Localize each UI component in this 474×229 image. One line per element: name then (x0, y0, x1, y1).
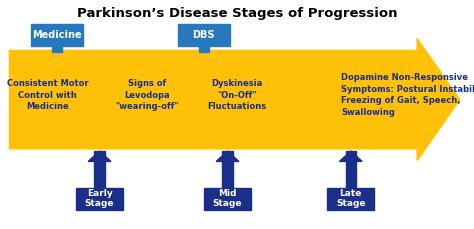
Text: Late
Stage: Late Stage (336, 189, 365, 208)
Text: Parkinson’s Disease Stages of Progression: Parkinson’s Disease Stages of Progressio… (77, 7, 397, 20)
Text: Dyskinesia
"On-Off"
Fluctuations: Dyskinesia "On-Off" Fluctuations (208, 79, 266, 111)
FancyBboxPatch shape (327, 188, 374, 210)
Text: Consistent Motor
Control with
Medicine: Consistent Motor Control with Medicine (7, 79, 88, 111)
Text: Medicine: Medicine (32, 30, 82, 40)
FancyBboxPatch shape (346, 151, 356, 188)
FancyBboxPatch shape (52, 46, 62, 52)
FancyBboxPatch shape (31, 24, 83, 46)
Polygon shape (88, 151, 111, 161)
FancyBboxPatch shape (204, 188, 251, 210)
Polygon shape (216, 151, 239, 161)
Text: Dopamine Non-Responsive
Symptoms: Postural Instability,
Freezing of Gait, Speech: Dopamine Non-Responsive Symptoms: Postur… (341, 73, 474, 117)
Polygon shape (9, 38, 460, 161)
FancyBboxPatch shape (178, 24, 230, 46)
FancyBboxPatch shape (76, 188, 123, 210)
FancyBboxPatch shape (222, 151, 233, 188)
Polygon shape (192, 38, 215, 52)
Polygon shape (339, 151, 362, 161)
Text: DBS: DBS (192, 30, 215, 40)
FancyBboxPatch shape (199, 46, 209, 52)
Text: Early
Stage: Early Stage (85, 189, 114, 208)
Polygon shape (46, 38, 68, 52)
Text: Signs of
Levodopa
"wearing-off": Signs of Levodopa "wearing-off" (115, 79, 179, 111)
FancyBboxPatch shape (94, 151, 105, 188)
Text: Mid
Stage: Mid Stage (213, 189, 242, 208)
